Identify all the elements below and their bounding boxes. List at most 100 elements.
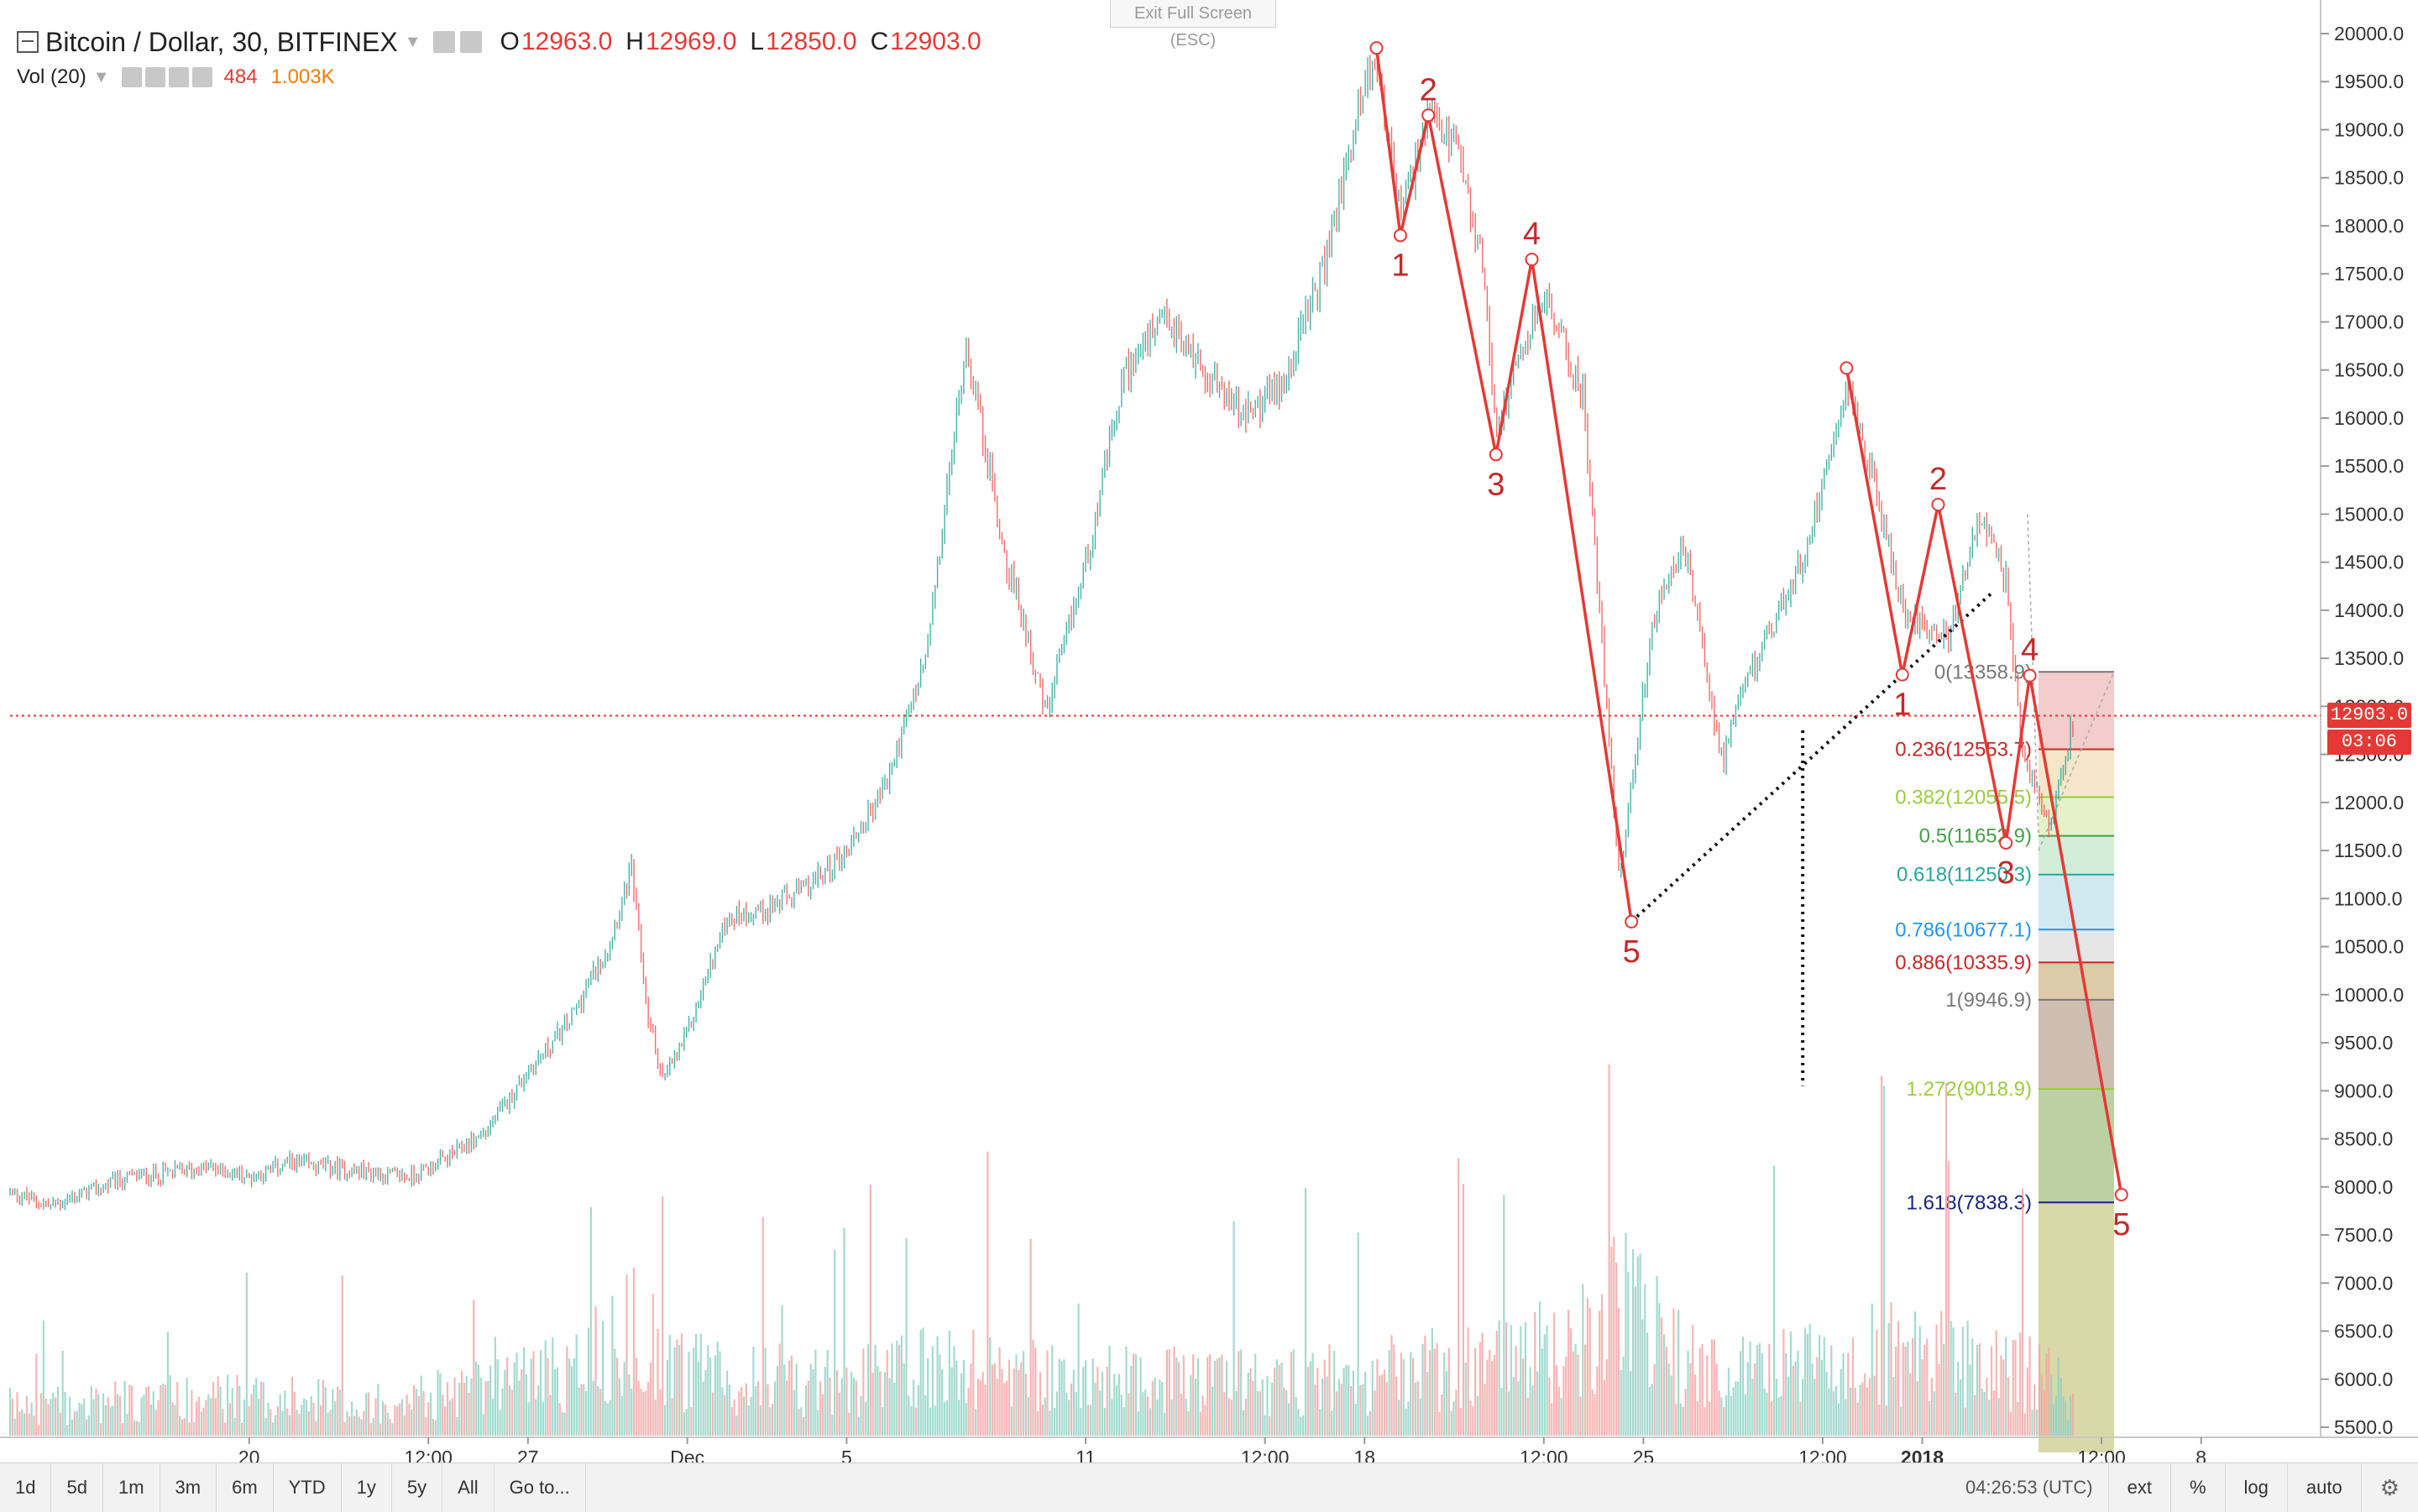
y-tick-label: 13500.0 bbox=[2334, 647, 2404, 669]
elliott-wave-drawings[interactable]: 1 2 3 4 5 1 2 3 4 5 bbox=[1369, 41, 2130, 1243]
wave-node bbox=[1489, 447, 1503, 462]
last-price-tag: 12903.0 bbox=[2327, 703, 2411, 729]
log-toggle[interactable]: log bbox=[2224, 1463, 2287, 1512]
close-label: C bbox=[870, 28, 889, 55]
fib-level-label: 0.618(11250.3) bbox=[1897, 864, 2032, 887]
volume-ma-value: 1.003K bbox=[270, 65, 335, 88]
close-icon[interactable] bbox=[191, 67, 212, 87]
collapse-icon[interactable] bbox=[17, 31, 39, 53]
fib-zone bbox=[2039, 835, 2114, 875]
auto-toggle[interactable]: auto bbox=[2286, 1463, 2361, 1512]
ext-toggle[interactable]: ext bbox=[2107, 1463, 2170, 1512]
range-all[interactable]: All bbox=[442, 1463, 495, 1512]
volume-value: 484 bbox=[223, 65, 258, 88]
y-tick-label: 9000.0 bbox=[2334, 1080, 2393, 1101]
plus-icon[interactable] bbox=[168, 67, 189, 87]
y-tick-label: 19000.0 bbox=[2334, 118, 2404, 140]
y-tick-label: 14500.0 bbox=[2334, 552, 2404, 573]
y-tick-label: 12000.0 bbox=[2334, 792, 2404, 814]
open-label: O bbox=[500, 28, 520, 55]
gear-icon[interactable] bbox=[459, 31, 482, 53]
wave-node bbox=[1369, 41, 1384, 55]
fib-level-label: 1.272(9018.9) bbox=[1907, 1078, 2032, 1101]
wave-path bbox=[1845, 368, 2123, 1195]
fib-level-label: 0.786(10677.1) bbox=[1895, 918, 2032, 941]
y-tick-label: 17500.0 bbox=[2334, 263, 2404, 285]
candlesticks bbox=[9, 50, 2074, 1211]
range-1d[interactable]: 1d bbox=[0, 1463, 52, 1512]
y-tick-label: 8000.0 bbox=[2334, 1176, 2393, 1198]
wave-node bbox=[1525, 253, 1539, 267]
y-tick-label: 17000.0 bbox=[2334, 311, 2404, 332]
y-tick-label: 18000.0 bbox=[2334, 215, 2404, 237]
wave-node bbox=[1840, 361, 1854, 375]
goto-button[interactable]: Go to... bbox=[495, 1463, 586, 1512]
fib-level-label: 0.382(12055.5) bbox=[1895, 787, 2032, 809]
fib-zone bbox=[2039, 962, 2114, 1000]
y-tick-label: 9500.0 bbox=[2334, 1032, 2393, 1054]
low-label: L bbox=[750, 28, 765, 55]
range-ytd[interactable]: YTD bbox=[274, 1463, 342, 1512]
fib-level-label: 1.618(7838.3) bbox=[1907, 1191, 2032, 1214]
wave-node bbox=[1393, 228, 1407, 243]
close-value: 12903.0 bbox=[890, 28, 981, 55]
y-tick-label: 19500.0 bbox=[2334, 71, 2404, 92]
symbol-title: Bitcoin / Dollar, 30, BITFINEX bbox=[45, 26, 398, 57]
fib-zone bbox=[2039, 874, 2114, 930]
y-tick-label: 14000.0 bbox=[2334, 599, 2404, 621]
fibonacci-retracement[interactable]: 0(13358.9) 0.236(12553.7) 0.382(12055.5) 0.… bbox=[1895, 514, 2115, 1452]
high-value: 12969.0 bbox=[645, 28, 737, 55]
fib-zone bbox=[2039, 1089, 2114, 1203]
high-label: H bbox=[625, 28, 644, 55]
countdown-tag: 03:06 bbox=[2327, 730, 2411, 756]
fib-level-label: 1(9946.9) bbox=[1945, 989, 2032, 1012]
y-tick-label: 6500.0 bbox=[2334, 1321, 2393, 1342]
wave-label: 1 bbox=[1391, 248, 1409, 283]
y-tick-label: 10000.0 bbox=[2334, 984, 2404, 1006]
wave-label: 3 bbox=[1997, 855, 2015, 891]
wave-label: 4 bbox=[2021, 633, 2039, 668]
y-tick-label: 7000.0 bbox=[2334, 1272, 2393, 1294]
y-tick-label: 11500.0 bbox=[2334, 840, 2402, 861]
wave-label: 4 bbox=[1523, 217, 1541, 252]
range-6m[interactable]: 6m bbox=[217, 1463, 274, 1512]
fib-level-label: 0(13358.9) bbox=[1934, 661, 2032, 683]
y-tick-label: 16500.0 bbox=[2334, 359, 2404, 381]
y-tick-label: 7500.0 bbox=[2334, 1224, 2393, 1246]
exit-fullscreen-button[interactable]: Exit Full Screen (ESC) bbox=[1110, 0, 1276, 50]
y-tick-label: 18500.0 bbox=[2334, 167, 2404, 189]
chevron-down-icon[interactable]: ▼ bbox=[404, 32, 421, 51]
range-5y[interactable]: 5y bbox=[392, 1463, 443, 1512]
eye-icon[interactable] bbox=[121, 67, 142, 87]
percent-toggle[interactable]: % bbox=[2169, 1463, 2225, 1512]
wave-node bbox=[1999, 835, 2013, 850]
range-3m[interactable]: 3m bbox=[160, 1463, 217, 1512]
eye-icon[interactable] bbox=[432, 31, 455, 53]
wave-label: 5 bbox=[2112, 1207, 2130, 1243]
volume-bars bbox=[8, 1065, 2074, 1436]
bottom-toolbar: 1d 5d 1m 3m 6m YTD 1y 5y All Go to... 04… bbox=[0, 1462, 2418, 1512]
chevron-down-icon[interactable]: ▼ bbox=[92, 67, 110, 86]
gear-icon[interactable] bbox=[144, 67, 165, 87]
fib-level-label: 0.236(12553.7) bbox=[1895, 738, 2032, 761]
wave-label: 2 bbox=[1420, 72, 1437, 107]
fib-zone bbox=[2039, 797, 2114, 836]
gear-icon[interactable]: ⚙ bbox=[2360, 1463, 2418, 1512]
utc-clock[interactable]: 04:26:53 (UTC) bbox=[1965, 1477, 2093, 1498]
wave-label: 3 bbox=[1487, 467, 1505, 502]
wave-node bbox=[1931, 497, 1945, 511]
y-tick-label: 6000.0 bbox=[2334, 1368, 2393, 1390]
range-1m[interactable]: 1m bbox=[103, 1463, 160, 1512]
wave-path bbox=[1374, 47, 1633, 923]
range-5d[interactable]: 5d bbox=[51, 1463, 103, 1512]
y-tick-label: 10500.0 bbox=[2334, 936, 2404, 958]
y-tick-label: 11000.0 bbox=[2334, 887, 2402, 909]
wave-node bbox=[1421, 108, 1436, 123]
y-tick-label: 16000.0 bbox=[2334, 407, 2404, 429]
fib-trend-dash bbox=[2038, 671, 2115, 851]
y-tick-label: 5500.0 bbox=[2334, 1416, 2393, 1438]
range-1y[interactable]: 1y bbox=[342, 1463, 392, 1512]
open-value: 12963.0 bbox=[521, 28, 613, 55]
y-tick-label: 15500.0 bbox=[2334, 455, 2404, 477]
